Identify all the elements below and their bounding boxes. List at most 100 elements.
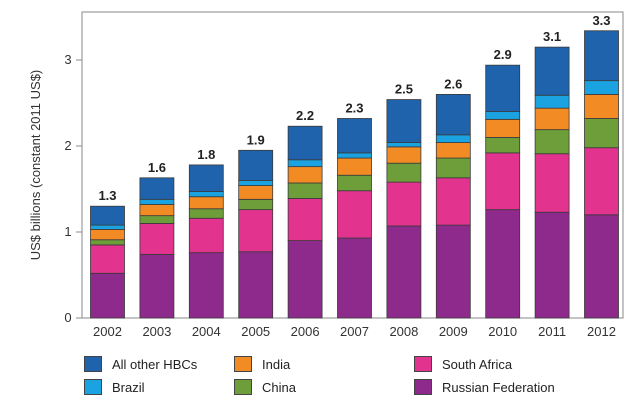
bar-segment-south-africa-2003 — [139, 222, 175, 255]
bar-segment-all-other-hbcs-2012 — [584, 30, 619, 82]
total-label-2002: 1.3 — [98, 188, 116, 203]
bar-segment-all-other-hbcs-2004 — [188, 164, 224, 192]
bar-segment-russian-federation-2003 — [139, 253, 175, 319]
x-tick-label-2009: 2009 — [439, 324, 468, 339]
legend-item-india: India — [234, 354, 290, 374]
bar-segment-russian-federation-2008 — [386, 225, 422, 319]
y-axis-label: US$ billions (constant 2011 US$) — [28, 70, 43, 261]
bar-segment-south-africa-2009 — [435, 177, 471, 226]
bar-segment-all-other-hbcs-2006 — [287, 125, 323, 161]
bar-segment-china-2007 — [337, 174, 372, 192]
x-axis-ticks: 2002 2003 2004 2005 2006 2007 2008 2009 2010 2011… — [93, 324, 616, 339]
x-tick-label-2008: 2008 — [389, 324, 418, 339]
legend-swatch — [414, 379, 432, 395]
legend-swatch — [234, 379, 252, 395]
legend-item-brazil: Brazil — [84, 377, 145, 397]
bar-segment-china-2005 — [238, 198, 274, 211]
bar-segment-russian-federation-2011 — [534, 211, 570, 319]
bar-segment-india-2002 — [90, 229, 125, 241]
bar-segment-india-2004 — [188, 196, 224, 210]
x-tick-label-2004: 2004 — [192, 324, 221, 339]
bar-segment-india-2007 — [337, 157, 372, 176]
bar-segment-brazil-2008 — [386, 142, 422, 148]
bar-segment-south-africa-2002 — [90, 244, 125, 274]
bar-segment-brazil-2007 — [337, 152, 372, 159]
bar-segment-india-2006 — [287, 166, 323, 184]
legend-label: Russian Federation — [442, 379, 555, 395]
total-labels: 1.3 1.6 1.8 1.9 2.2 2.3 2.5 2.6 2.9 3.1 3.3 — [98, 13, 610, 203]
bar-segment-brazil-2010 — [485, 111, 521, 120]
bar-segment-china-2012 — [584, 118, 619, 149]
bar-segment-brazil-2003 — [139, 198, 175, 205]
bar-segment-all-other-hbcs-2005 — [238, 149, 274, 181]
legend-label: China — [262, 379, 296, 395]
x-tick-label-2003: 2003 — [142, 324, 171, 339]
legend-swatch — [234, 356, 252, 372]
legend-item-south-africa: South Africa — [414, 354, 512, 374]
bar-segment-all-other-hbcs-2007 — [337, 118, 372, 154]
legend-item-all-other-hbcs: All other HBCs — [84, 354, 197, 374]
bar-segment-all-other-hbcs-2002 — [90, 205, 125, 226]
legend-label: All other HBCs — [112, 356, 198, 372]
legend-label: Brazil — [112, 379, 145, 395]
x-tick-label-2007: 2007 — [340, 324, 369, 339]
bar-segment-china-2006 — [287, 182, 323, 199]
y-tick-label: 0 — [64, 310, 71, 325]
bar-segment-russian-federation-2007 — [337, 237, 372, 319]
bar-segment-south-africa-2005 — [238, 209, 274, 253]
bar-segment-china-2011 — [534, 129, 570, 155]
bar-segment-south-africa-2004 — [188, 217, 224, 254]
y-tick-label: 1 — [64, 224, 71, 239]
bar-segment-south-africa-2007 — [337, 190, 372, 239]
x-tick-label-2005: 2005 — [241, 324, 270, 339]
total-label-2004: 1.8 — [197, 147, 215, 162]
bar-segment-brazil-2005 — [238, 179, 274, 186]
bar-segment-brazil-2004 — [188, 191, 224, 198]
bar-segment-india-2003 — [139, 204, 175, 217]
total-label-2008: 2.5 — [395, 82, 413, 97]
bar-segment-all-other-hbcs-2003 — [139, 177, 175, 200]
bar-segment-india-2009 — [435, 142, 471, 159]
legend-swatch — [84, 356, 102, 372]
bar-segment-brazil-2012 — [584, 80, 619, 95]
bar-segment-south-africa-2011 — [534, 153, 570, 213]
bar-segment-india-2005 — [238, 185, 274, 200]
bar-segment-south-africa-2008 — [386, 181, 422, 227]
legend: All other HBCs Brazil India China South … — [84, 354, 624, 398]
y-tick-label: 3 — [64, 52, 71, 67]
bar-segment-china-2002 — [90, 239, 125, 246]
bar-segment-all-other-hbcs-2009 — [435, 94, 471, 136]
bar-segment-china-2003 — [139, 215, 175, 224]
bar-segment-brazil-2009 — [435, 134, 471, 143]
y-axis-ticks: 0 1 2 3 — [64, 52, 82, 325]
bar-segment-china-2004 — [188, 208, 224, 219]
total-label-2009: 2.6 — [444, 76, 462, 91]
total-label-2007: 2.3 — [345, 100, 363, 115]
bar-segment-south-africa-2010 — [485, 152, 521, 211]
total-label-2011: 3.1 — [543, 29, 561, 44]
bars-group — [90, 30, 619, 319]
total-label-2006: 2.2 — [296, 108, 314, 123]
bar-segment-india-2008 — [386, 146, 422, 164]
bar-segment-all-other-hbcs-2008 — [386, 99, 422, 143]
bar-segment-russian-federation-2010 — [485, 209, 521, 319]
legend-label: South Africa — [442, 356, 513, 372]
total-label-2003: 1.6 — [148, 160, 166, 175]
x-tick-label-2011: 2011 — [538, 324, 566, 339]
legend-item-russian-federation: Russian Federation — [414, 377, 555, 397]
bar-segment-china-2010 — [485, 136, 521, 154]
bar-segment-india-2011 — [534, 107, 570, 131]
legend-swatch — [414, 356, 432, 372]
bar-segment-south-africa-2006 — [287, 198, 323, 242]
bar-segment-all-other-hbcs-2011 — [534, 46, 570, 96]
total-label-2005: 1.9 — [247, 132, 265, 147]
x-tick-label-2010: 2010 — [488, 324, 517, 339]
bar-segment-all-other-hbcs-2010 — [485, 64, 521, 113]
y-tick-label: 2 — [64, 138, 71, 153]
x-tick-label-2002: 2002 — [93, 324, 122, 339]
bar-segment-brazil-2002 — [90, 224, 125, 230]
bar-segment-russian-federation-2004 — [188, 252, 224, 319]
bar-segment-india-2010 — [485, 118, 521, 138]
total-label-2012: 3.3 — [592, 13, 610, 28]
